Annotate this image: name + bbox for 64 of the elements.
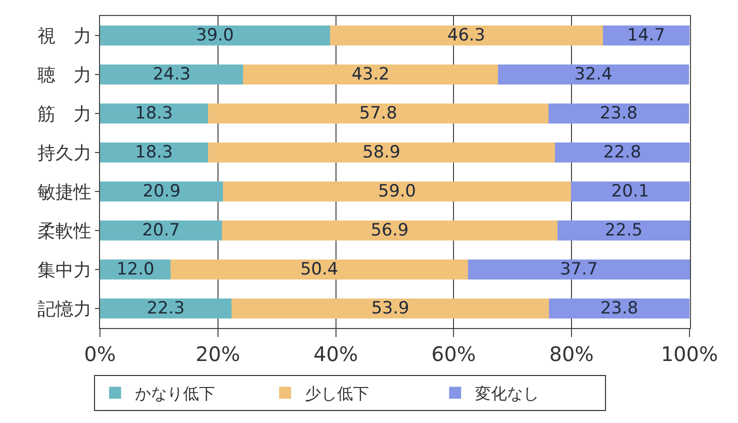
data-label: 22.3 [146,298,185,318]
data-label: 22.8 [603,142,642,162]
bar [208,142,556,163]
legend-label: かなり低下 [135,384,216,403]
legend-label: 少し低下 [305,384,370,403]
data-label: 20.9 [142,182,181,202]
y-tick-label: 柔軟性 [37,220,92,242]
bar [223,181,571,202]
y-tick-label: 視 力 [37,26,92,47]
bar [208,103,549,124]
bar [100,181,224,202]
data-label: 20.7 [142,220,180,240]
data-label: 18.3 [135,142,173,162]
data-label: 18.3 [135,104,173,124]
bar [570,181,690,202]
bar [100,220,222,241]
bar [555,142,690,163]
y-tick-label: 敏捷性 [37,182,92,203]
x-tick-label: 40% [314,342,358,366]
data-label: 53.9 [371,298,410,318]
x-tick-label: 60% [431,342,476,366]
data-label: 14.7 [627,26,666,46]
bar [222,220,558,241]
data-label: 20.1 [611,182,650,202]
y-tick-label: 持久力 [37,142,92,164]
bar [100,298,232,319]
bar [330,25,603,46]
bar [100,103,208,124]
bar [231,298,550,319]
data-label: 59.0 [378,182,416,202]
data-label: 50.4 [300,260,338,280]
bar [100,142,208,163]
bar [498,64,689,85]
x-tick-label: 0% [84,342,116,366]
bar [602,25,690,46]
data-label: 22.5 [604,220,643,240]
bar [557,220,690,241]
bar [100,64,244,85]
data-label: 37.7 [560,260,598,280]
data-label: 46.3 [447,26,486,46]
x-tick-label: 80% [549,342,594,366]
data-label: 23.8 [600,298,638,318]
data-label: 23.8 [600,104,638,124]
data-label: 57.8 [359,104,398,124]
bar [243,64,498,85]
bar [548,103,689,124]
x-tick-label: 20% [196,342,240,366]
data-label: 39.0 [196,26,234,46]
data-label: 58.9 [362,142,400,162]
data-label: 32.4 [574,64,612,84]
data-label: 56.9 [370,220,409,240]
y-tick-label: 聴 力 [37,64,92,86]
data-label: 43.2 [352,64,390,84]
y-tick-label: 筋 力 [37,104,92,125]
y-tick-label: 集中力 [37,260,92,281]
data-label: 24.3 [152,64,191,84]
legend-label: 変化なし [475,384,540,403]
bar [100,25,330,46]
bar [170,259,468,280]
bar [549,298,690,319]
y-tick-label: 記憶力 [37,298,92,320]
data-label: 12.0 [116,260,154,280]
x-tick-label: 100% [660,342,718,366]
bar [468,259,690,280]
